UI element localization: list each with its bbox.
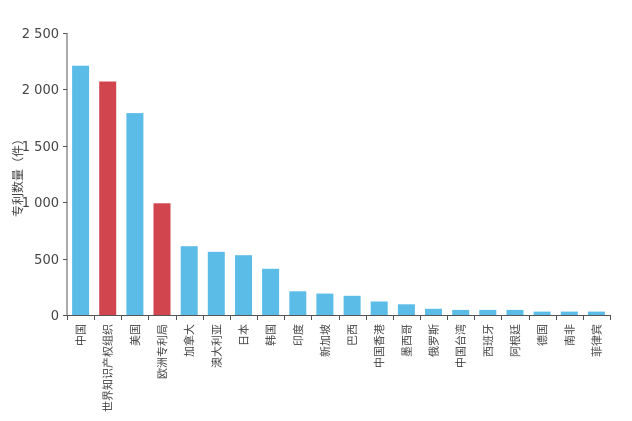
y-tick-label: 1 500	[22, 140, 59, 155]
bar	[587, 311, 605, 315]
bars	[72, 65, 605, 315]
x-tick-label: 世界知识产权组织	[101, 324, 115, 412]
x-tick-label: 俄罗斯	[428, 324, 441, 357]
y-axis: 0 500 1 000 1 500 2 000 2 500	[22, 27, 68, 324]
x-tick-label: 西班牙	[482, 324, 495, 357]
y-tick-label: 0	[51, 309, 59, 324]
y-tick-label: 1 000	[22, 196, 59, 211]
bar	[560, 311, 578, 315]
y-tick-label: 2 000	[22, 83, 59, 98]
x-tick-label: 墨西哥	[400, 324, 413, 357]
bar	[180, 246, 198, 315]
bar	[479, 309, 497, 315]
x-tick-label: 南非	[563, 324, 576, 346]
x-tick-label: 巴西	[346, 324, 359, 346]
bar	[99, 81, 117, 315]
x-tick-label: 印度	[291, 324, 305, 346]
x-tick-label: 日本	[237, 324, 251, 346]
x-axis	[67, 315, 611, 320]
bar	[72, 65, 90, 315]
bar	[506, 309, 524, 315]
bar	[316, 293, 334, 315]
bar	[343, 295, 361, 315]
x-tick-label: 中国香港	[373, 324, 386, 368]
bar	[397, 304, 415, 315]
y-tick-label: 500	[34, 253, 59, 268]
x-tick-label: 韩国	[264, 324, 278, 346]
y-axis-label: 专利数量（件）	[10, 133, 25, 217]
x-tick-label: 中国	[75, 324, 88, 346]
x-tick-label: 加拿大	[182, 324, 196, 357]
bar	[153, 203, 171, 315]
x-tick-label: 美国	[129, 324, 142, 346]
bar	[425, 308, 442, 315]
bar	[289, 291, 307, 315]
bar	[533, 311, 551, 315]
bar	[207, 251, 225, 315]
bar	[126, 113, 144, 315]
x-tick-labels: 中国 世界知识产权组织 美国 欧洲专利局 加拿大 澳大利亚 日本 韩国 印度 新加坡 巴西 中国香港 墨…	[75, 324, 604, 412]
bar	[262, 268, 280, 315]
bar	[370, 301, 388, 315]
x-tick-label: 阿根廷	[508, 324, 522, 357]
x-tick-label: 菲律宾	[589, 324, 603, 357]
bar	[452, 309, 470, 315]
y-tick-label: 2 500	[22, 27, 59, 42]
bar	[235, 255, 252, 315]
x-tick-label: 中国台湾	[454, 324, 468, 368]
x-tick-label: 欧洲专利局	[155, 324, 169, 379]
x-tick-label: 新加坡	[318, 324, 332, 357]
x-tick-label: 澳大利亚	[209, 324, 223, 368]
x-tick-label: 德国	[535, 324, 549, 346]
